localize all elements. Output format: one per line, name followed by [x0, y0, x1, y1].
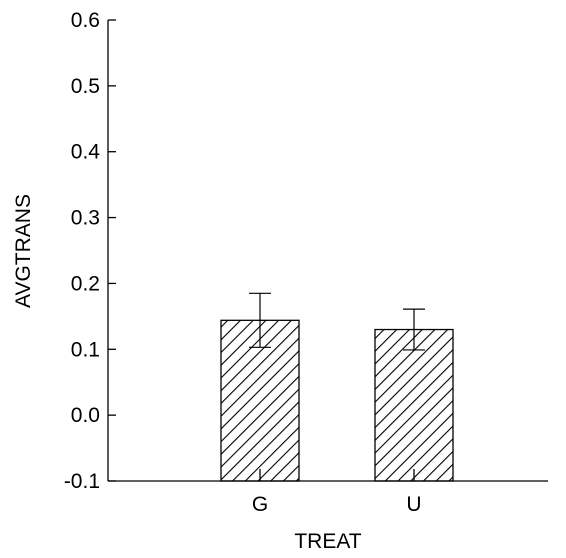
y-tick-label: 0.6 — [71, 9, 100, 32]
y-tick-label: 0.0 — [71, 404, 100, 427]
y-tick-label: 0.5 — [71, 75, 100, 98]
bar-U — [374, 328, 454, 482]
y-tick-label: 0.3 — [71, 207, 100, 230]
y-tick-label: -0.1 — [64, 470, 100, 493]
x-axis-title: TREAT — [294, 530, 361, 553]
bars — [220, 319, 454, 482]
axes — [107, 20, 548, 482]
y-ticks: -0.1 0.0 0.1 0.2 0.3 0.4 0.5 0.6 — [64, 9, 116, 493]
y-tick-label: 0.2 — [71, 272, 100, 295]
y-axis-title: AVGTRANS — [12, 194, 35, 308]
y-tick-label: 0.1 — [71, 338, 100, 361]
y-tick-label: 0.4 — [71, 141, 101, 164]
error-bars — [249, 292, 425, 351]
x-tick-label: G — [252, 493, 268, 516]
x-tick-label: U — [406, 493, 421, 516]
